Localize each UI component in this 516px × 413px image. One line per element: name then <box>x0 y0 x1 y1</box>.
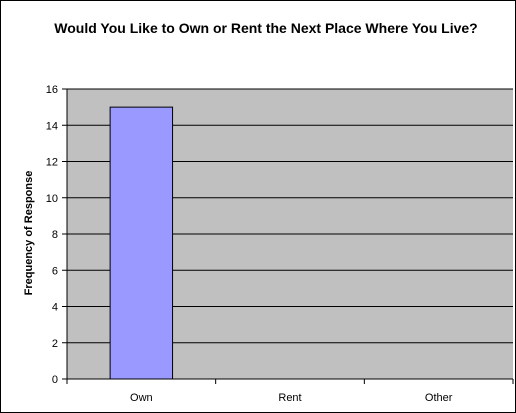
y-tick-label: 0 <box>52 374 58 386</box>
y-tick-label: 16 <box>46 84 58 96</box>
x-tick-label: Other <box>425 392 453 404</box>
bar-own <box>109 106 174 380</box>
y-tick-label: 8 <box>52 229 58 241</box>
y-tick-label: 2 <box>52 338 58 350</box>
chart-title: Would You Like to Own or Rent the Next P… <box>54 20 478 36</box>
y-tick-label: 6 <box>52 265 58 277</box>
y-tick-label: 4 <box>52 302 58 314</box>
x-tick-label: Rent <box>278 392 301 404</box>
y-tick-label: 14 <box>46 120 58 132</box>
x-tick-label: Own <box>130 392 153 404</box>
y-tick-label: 12 <box>46 157 58 169</box>
y-tick-label: 10 <box>46 193 58 205</box>
